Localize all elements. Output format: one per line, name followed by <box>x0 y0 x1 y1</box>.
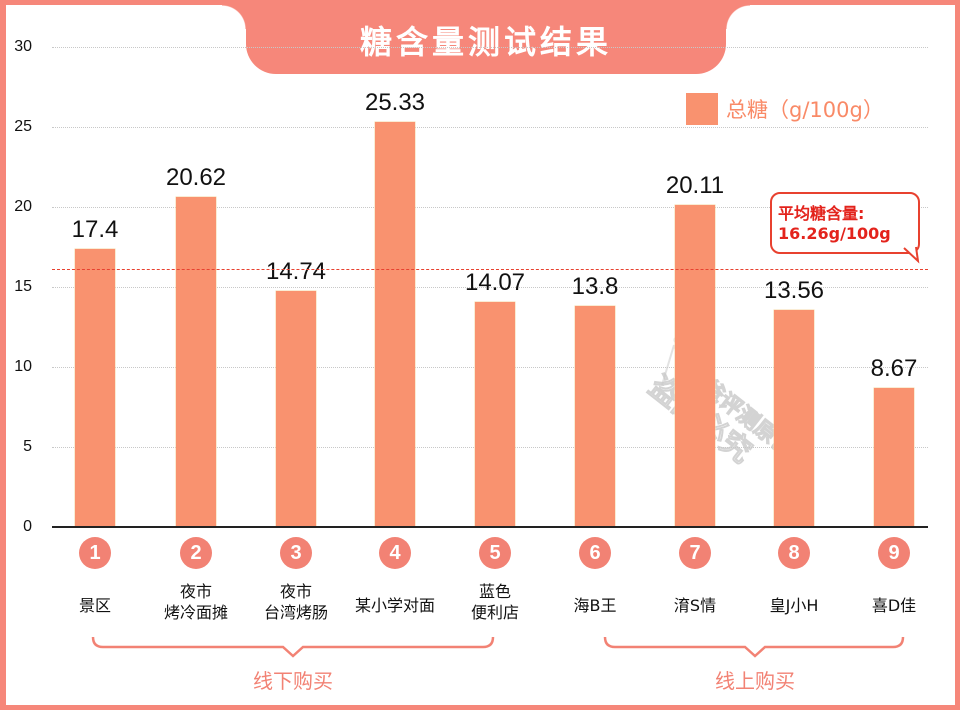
chart-canvas: 糖含量测试结果 30 25 20 15 10 5 0 老爸评测原创 盗图必究 1… <box>6 5 955 705</box>
category-label-5: 蓝色 便利店 <box>470 582 519 622</box>
legend-swatch <box>686 93 718 125</box>
bar-3 <box>276 291 316 527</box>
category-label-7: 淯S情 <box>673 596 717 615</box>
average-callout-title: 平均糖含量: <box>778 204 865 223</box>
gridline-20 <box>52 207 928 208</box>
group-label-offline: 线下购买 <box>253 669 333 693</box>
value-label-9: 8.67 <box>870 355 918 382</box>
bar-9 <box>874 388 914 527</box>
chart-title: 糖含量测试结果 <box>359 23 612 61</box>
y-tick-10: 10 <box>14 358 32 375</box>
y-tick-25: 25 <box>14 118 32 135</box>
title-banner: 糖含量测试结果 <box>222 5 750 74</box>
y-tick-20: 20 <box>14 198 32 215</box>
online-group-brace-icon <box>603 636 905 658</box>
offline-group-brace-icon <box>91 636 495 658</box>
callout-tail-icon <box>903 246 920 264</box>
value-label-8: 13.56 <box>763 277 825 304</box>
value-label-5: 14.07 <box>464 269 526 296</box>
group-label-online: 线上购买 <box>715 669 795 693</box>
category-number-5: 5 <box>479 537 511 569</box>
category-label-6: 海B王 <box>573 596 617 615</box>
category-label-3: 夜市 台湾烤肠 <box>263 582 328 622</box>
y-tick-0: 0 <box>23 518 32 535</box>
gridline-25 <box>52 127 928 128</box>
y-tick-30: 30 <box>14 38 32 55</box>
category-number-1: 1 <box>79 537 111 569</box>
x-axis-line <box>52 526 928 528</box>
value-label-7: 20.11 <box>665 172 725 199</box>
category-number-7: 7 <box>679 537 711 569</box>
average-callout-value: 16.26g/100g <box>778 224 891 243</box>
category-number-6: 6 <box>579 537 611 569</box>
category-number-8: 8 <box>778 537 810 569</box>
legend-label: 总糖（g/100g） <box>726 98 884 122</box>
bar-7 <box>675 205 715 527</box>
average-reference-line <box>52 269 928 270</box>
bar-6 <box>575 306 615 527</box>
value-label-4: 25.33 <box>364 89 426 116</box>
gridline-15 <box>52 287 928 288</box>
category-label-4: 某小学对面 <box>354 596 435 615</box>
bar-4 <box>375 122 415 527</box>
average-callout: 平均糖含量: 16.26g/100g <box>770 192 920 254</box>
category-number-2: 2 <box>180 537 212 569</box>
y-tick-5: 5 <box>23 438 32 455</box>
category-label-2: 夜市 烤冷面摊 <box>163 582 228 622</box>
value-label-6: 13.8 <box>571 273 619 300</box>
category-number-3: 3 <box>280 537 312 569</box>
bar-8 <box>774 310 814 527</box>
value-label-3: 14.74 <box>265 258 327 285</box>
bar-2 <box>176 197 216 527</box>
category-label-1: 景区 <box>78 596 111 615</box>
y-tick-15: 15 <box>14 278 32 295</box>
bar-1 <box>75 249 115 527</box>
category-label-9: 喜D佳 <box>871 596 917 615</box>
category-label-8: 皇J小H <box>769 596 819 615</box>
gridline-30 <box>52 47 928 48</box>
category-number-9: 9 <box>878 537 910 569</box>
value-label-2: 20.62 <box>165 164 227 191</box>
bar-5 <box>475 302 515 527</box>
value-label-1: 17.4 <box>71 216 119 243</box>
category-number-4: 4 <box>379 537 411 569</box>
